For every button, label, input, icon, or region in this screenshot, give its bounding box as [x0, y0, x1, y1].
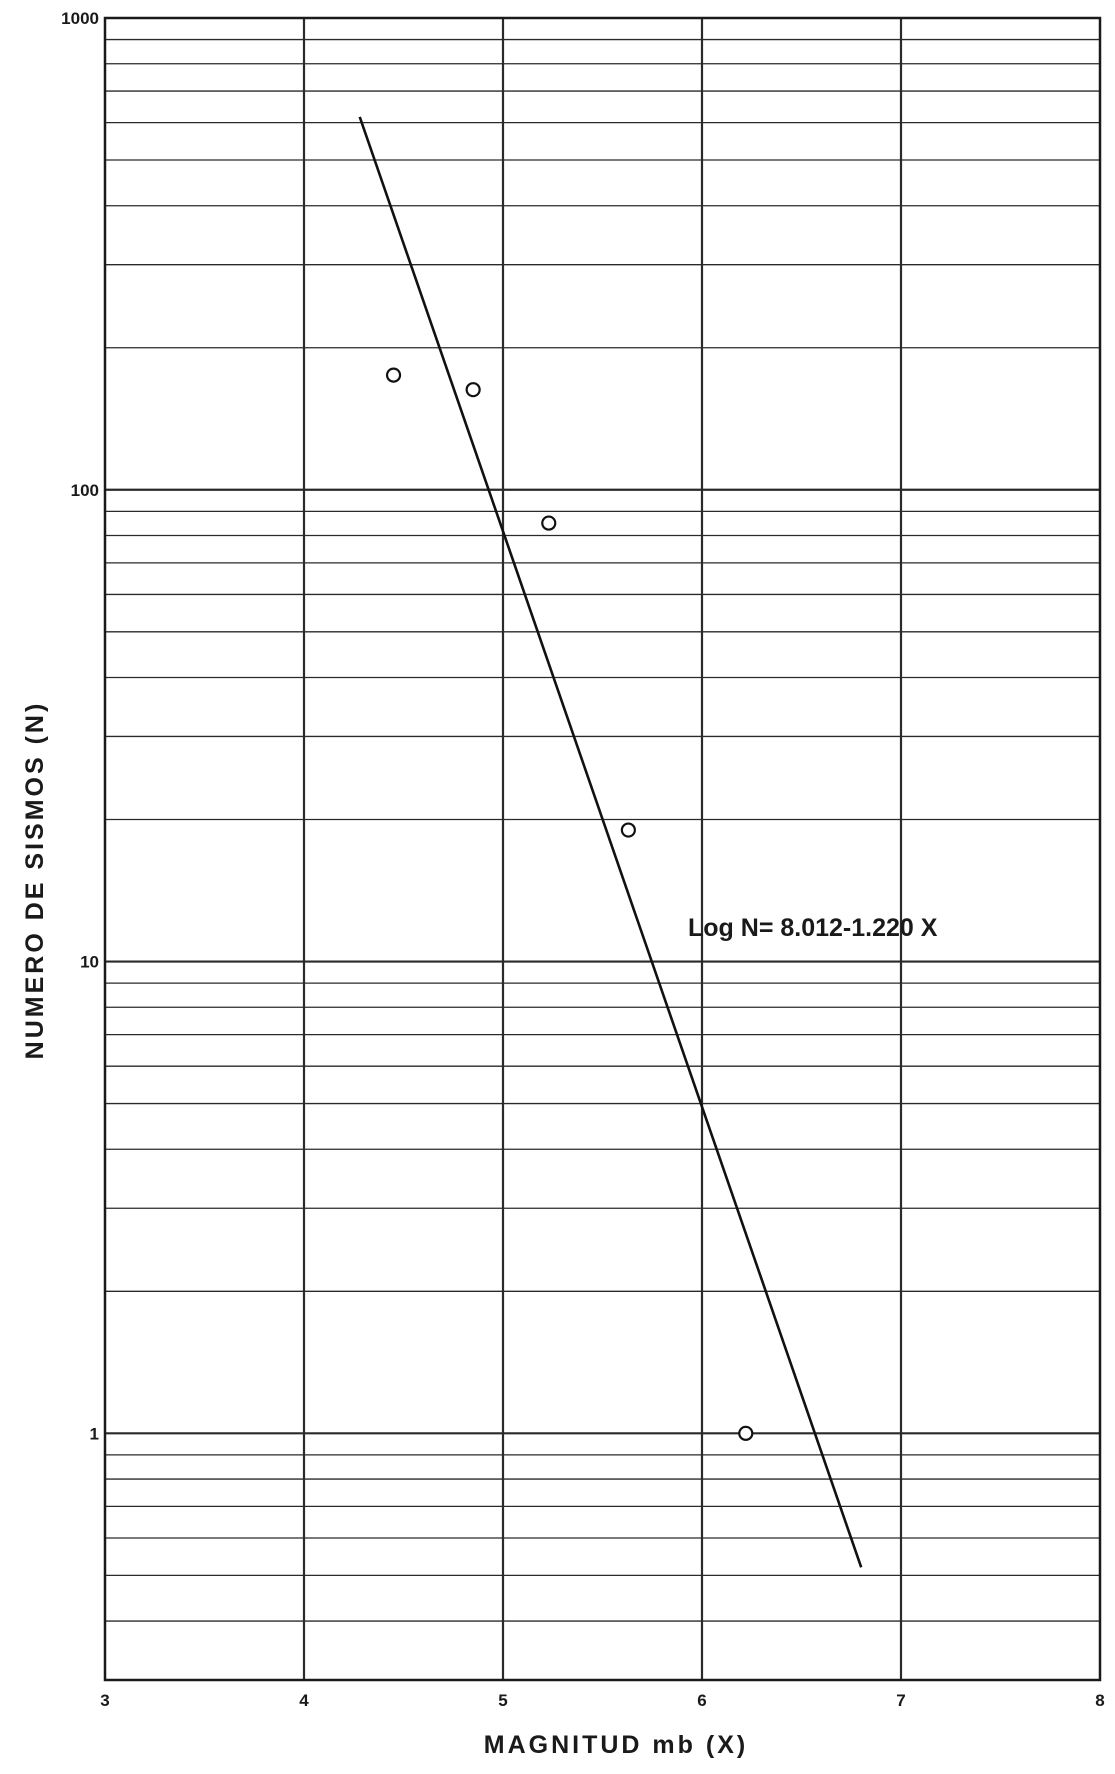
y-tick-label: 100 [71, 481, 99, 500]
data-point [465, 382, 481, 398]
plot-background [105, 18, 1100, 1680]
fit-layer [358, 116, 863, 1568]
y-tick-label: 1 [90, 1424, 99, 1443]
fit-line [358, 116, 863, 1568]
x-tick-label: 3 [100, 1691, 109, 1710]
y-tick-labels: 1 10 100 1000 [61, 9, 99, 1443]
x-tick-label: 8 [1095, 1691, 1104, 1710]
x-axis-title: MAGNITUD mb (X) [484, 1731, 748, 1759]
y-tick-label: 1000 [61, 9, 99, 28]
x-tick-labels: 3 4 5 6 7 8 [100, 1691, 1104, 1710]
y-axis-title: NUMERO DE SISMOS (N) [21, 701, 49, 1060]
data-point [738, 1425, 754, 1441]
x-tick-label: 6 [697, 1691, 706, 1710]
x-tick-label: 5 [498, 1691, 507, 1710]
points-layer [385, 367, 754, 1441]
y-tick-label: 10 [80, 953, 99, 972]
data-point [541, 515, 557, 531]
fit-equation-label: Log N= 8.012-1.220 X [688, 914, 938, 942]
x-tick-label: 7 [896, 1691, 905, 1710]
data-point [385, 367, 402, 383]
x-tick-label: 4 [299, 1691, 309, 1710]
plot-frame [103, 16, 1102, 1682]
data-point [620, 822, 636, 838]
